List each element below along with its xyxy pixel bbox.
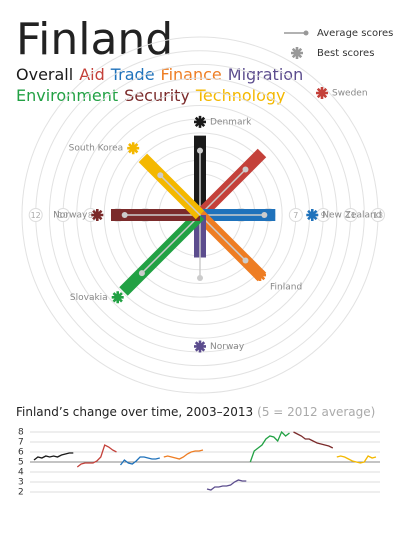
average-dot xyxy=(138,270,145,277)
average-dot xyxy=(197,147,203,154)
y-tick-label: 2 xyxy=(18,488,24,498)
best-country: South Korea xyxy=(69,144,124,154)
best-country: Norway xyxy=(210,342,245,352)
best-asterisk xyxy=(91,209,104,221)
component-name: Trade xyxy=(110,65,155,84)
best-asterisk xyxy=(306,209,319,221)
average-line xyxy=(141,214,201,274)
series-line xyxy=(163,449,204,460)
ring-label: 10 xyxy=(58,211,68,220)
best-asterisk xyxy=(291,47,303,59)
component-legend: Overall Aid Trade Finance Migration xyxy=(16,65,303,84)
ring-label-bg xyxy=(28,208,43,222)
series-line xyxy=(119,456,160,466)
average-dot xyxy=(197,274,203,281)
best-country: Finland xyxy=(270,283,302,293)
best-country: Sweden xyxy=(332,89,368,99)
y-tick-label: 4 xyxy=(18,468,24,478)
component-legend: Environment Security Technology xyxy=(16,86,286,105)
average-line xyxy=(199,214,247,262)
series-line xyxy=(33,452,74,461)
best-country: Denmark xyxy=(210,117,252,127)
y-tick-label: 5 xyxy=(18,458,24,468)
average-dot xyxy=(261,212,268,218)
page-title: Finland xyxy=(16,14,173,65)
series-line xyxy=(293,431,334,449)
component-name: Migration xyxy=(228,65,303,84)
subtitle: (5 = 2012 average) xyxy=(257,405,375,419)
best-country: New Zealand xyxy=(322,211,381,221)
y-tick-label: 6 xyxy=(18,448,24,458)
best-asterisk xyxy=(111,291,124,304)
legend-average: Average scores xyxy=(317,28,393,39)
best-asterisk xyxy=(127,142,140,155)
series-line xyxy=(76,444,117,468)
series-line xyxy=(336,455,377,464)
average-line xyxy=(159,174,201,216)
best-asterisk xyxy=(194,115,206,128)
ring-label-bg xyxy=(371,208,385,222)
component-name: Security xyxy=(124,86,190,105)
series-line xyxy=(206,479,247,491)
ring-label: 9 xyxy=(321,211,326,220)
average-dot xyxy=(121,212,128,218)
legend-best-icon xyxy=(291,47,303,59)
ring-label-bg xyxy=(288,208,303,222)
series-line xyxy=(249,430,290,463)
average-dot xyxy=(157,172,164,179)
y-tick-label: 3 xyxy=(18,478,24,488)
average-line xyxy=(199,168,247,216)
component-name: Overall xyxy=(16,65,73,84)
ring-label: 11 xyxy=(346,211,356,220)
legend-average-dot xyxy=(303,30,309,36)
component-name: Environment xyxy=(16,86,118,105)
average-dot xyxy=(242,166,249,173)
ring-label-bg xyxy=(56,208,71,222)
best-country: Slovakia xyxy=(70,293,108,303)
average-dot xyxy=(242,257,249,264)
ring-label-bg xyxy=(343,208,358,222)
ring-label: 8 xyxy=(88,211,93,220)
y-tick-label: 7 xyxy=(18,438,24,448)
best-country: Norway xyxy=(53,211,88,221)
ring-label: 13 xyxy=(373,211,383,220)
best-asterisk xyxy=(254,269,267,282)
component-name: Finance xyxy=(161,65,222,84)
ring-label: 12 xyxy=(31,211,41,220)
radial-chart: 345678910111213DenmarkSwedenNew ZealandF… xyxy=(21,36,385,394)
best-asterisk xyxy=(194,340,206,353)
component-name: Technology xyxy=(195,86,286,105)
y-tick-label: 8 xyxy=(18,428,24,438)
title: Finland’s change over time, 2003–2013 xyxy=(16,405,253,419)
line-chart-title: Finland’s change over time, 2003–2013 (5 … xyxy=(16,405,375,419)
best-asterisk xyxy=(315,87,328,100)
legend-best: Best scores xyxy=(317,48,374,59)
ring-label: 7 xyxy=(293,211,298,220)
